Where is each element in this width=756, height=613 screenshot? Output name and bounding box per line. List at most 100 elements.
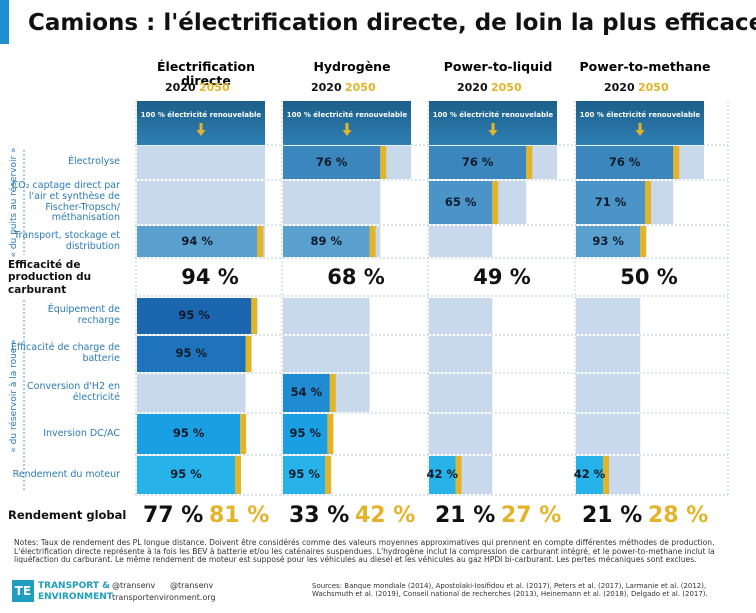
row-title: Rendement global — [8, 508, 127, 523]
year-2020: 2020 — [604, 81, 635, 94]
efficiency-bar — [429, 181, 493, 224]
improvement-2050 — [492, 181, 499, 224]
improvement-2050 — [235, 456, 242, 494]
improvement-2050 — [251, 298, 258, 334]
efficiency-bar — [576, 226, 641, 257]
improvement-2050 — [240, 414, 247, 454]
title-accent — [0, 0, 9, 44]
improvement-2050 — [645, 181, 652, 224]
value-label: 65 % — [444, 194, 477, 209]
production-value: 50 % — [620, 265, 678, 289]
source-arrow — [488, 123, 498, 136]
efficiency-bar — [576, 456, 603, 494]
logo-icon: TE — [12, 580, 34, 602]
input-bar — [576, 298, 641, 334]
input-bar — [283, 336, 370, 372]
value-label: 94 % — [181, 233, 213, 248]
value-label: 95 % — [175, 346, 208, 360]
input-bar-full — [137, 146, 265, 179]
global-2020: 21 % — [435, 503, 496, 528]
column-title: Hydrogène — [313, 59, 391, 74]
production-value: 68 % — [327, 265, 385, 289]
value-label: 89 % — [310, 233, 343, 248]
group-label: « du réservoir à la roue » — [8, 339, 19, 452]
improvement-2050 — [455, 456, 462, 494]
global-2050: 28 % — [648, 503, 709, 528]
input-bar — [429, 298, 493, 334]
value-label: 76 % — [315, 154, 348, 169]
efficiency-bar — [576, 181, 646, 224]
stage-label: Transport, stockage et distribution — [14, 229, 120, 252]
stage-label: Rendement du moteur — [12, 468, 120, 480]
stage-label: Inversion DC/AC — [43, 427, 120, 439]
production-value: 94 % — [181, 265, 239, 289]
input-bar — [576, 414, 641, 454]
website: transportenvironment.org — [112, 593, 216, 602]
source-arrow — [196, 123, 206, 136]
input-bar — [137, 374, 246, 412]
input-bar — [283, 181, 381, 224]
global-2050: 81 % — [209, 503, 270, 528]
improvement-2050 — [369, 226, 376, 257]
value-label: 95 % — [288, 467, 320, 481]
stage-label: Électrolyse — [68, 156, 120, 168]
efficiency-bar — [283, 414, 328, 454]
input-bar — [429, 226, 493, 257]
efficiency-bar — [283, 146, 381, 179]
improvement-2050 — [245, 336, 252, 372]
improvement-2050 — [673, 146, 680, 179]
input-bar-full — [137, 181, 265, 224]
column-title: Power-to-methane — [579, 59, 711, 74]
global-2020: 33 % — [289, 503, 350, 528]
improvement-2050 — [640, 226, 647, 257]
input-bar — [429, 336, 493, 372]
efficiency-bar — [576, 146, 674, 179]
source-arrow — [342, 123, 352, 136]
global-2020: 77 % — [143, 503, 204, 528]
value-label: 76 % — [608, 154, 641, 169]
value-label: 95 % — [170, 467, 202, 481]
column-title: Électrification directe — [157, 59, 255, 89]
sources: Sources: Banque mondiale (2014), Apostol… — [312, 582, 708, 599]
stage-label: CO₂ captage direct par l'air et synthèse… — [11, 179, 120, 224]
year-2020: 2020 — [311, 81, 342, 94]
production-value: 49 % — [473, 265, 531, 289]
group-label: « du puits au réservoir » — [8, 147, 19, 257]
social-twitter: @transenv — [112, 581, 156, 590]
efficiency-bar — [283, 374, 330, 412]
year-2050: 2050 — [199, 81, 230, 94]
source-label: 100 % électricité renouvelable — [286, 111, 408, 119]
year-2020: 2020 — [165, 81, 196, 94]
input-bar — [429, 374, 493, 412]
value-label: 71 % — [594, 194, 627, 209]
chart-title: Camions : l'électrification directe, de … — [28, 10, 756, 36]
efficiency-bar — [137, 226, 258, 257]
efficiency-bar — [283, 456, 326, 494]
improvement-2050 — [380, 146, 387, 179]
efficiency-bar — [429, 456, 456, 494]
stage-label: Équipement de recharge — [47, 304, 120, 326]
value-label: 93 % — [592, 233, 624, 248]
improvement-2050 — [325, 456, 332, 494]
source-label: 100 % électricité renouvelable — [432, 111, 554, 119]
efficiency-bar — [137, 336, 246, 372]
logo-line: ENVIRONMENT — [38, 592, 113, 602]
year-2020: 2020 — [457, 81, 488, 94]
value-label: 95 % — [178, 308, 210, 322]
value-label: 42 % — [426, 467, 459, 481]
improvement-2050 — [329, 374, 336, 412]
input-bar — [283, 298, 370, 334]
efficiency-bar — [137, 456, 236, 494]
efficiency-bar — [137, 298, 252, 334]
value-label: 95 % — [172, 426, 205, 440]
social-facebook: @transenv — [170, 581, 214, 590]
input-bar — [576, 374, 641, 412]
global-2050: 42 % — [355, 503, 416, 528]
stage-label: Efficacité de charge de batterie — [10, 342, 120, 364]
year-2050: 2050 — [638, 81, 669, 94]
value-label: 76 % — [461, 154, 494, 169]
value-label: 42 % — [573, 467, 606, 481]
year-2050: 2050 — [345, 81, 376, 94]
row-title: Efficacité de production du carburant — [8, 259, 92, 296]
